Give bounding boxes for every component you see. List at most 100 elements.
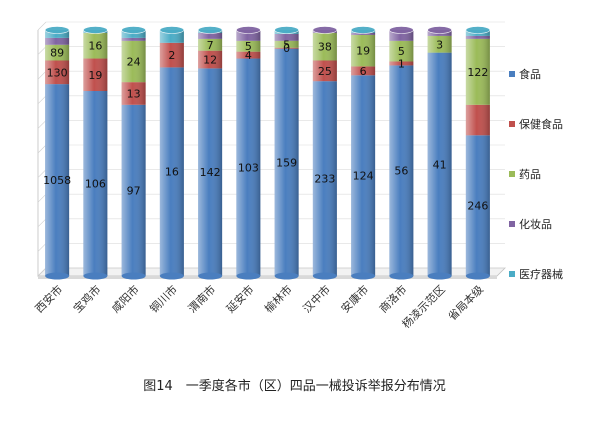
x-tick-label: 榆林市: [262, 282, 295, 315]
data-label: 246: [467, 200, 488, 213]
bar-cap: [121, 26, 146, 34]
bar-shade: [198, 68, 223, 276]
x-tick-label: 省局本级: [445, 282, 486, 323]
bar-base: [312, 272, 337, 280]
bar-base: [465, 272, 490, 280]
x-tick-label: 西安市: [32, 282, 65, 315]
bar-shade: [389, 61, 414, 66]
x-tick-label: 汉中市: [300, 282, 333, 315]
bar-shade: [159, 67, 184, 276]
data-label: 103: [238, 161, 259, 174]
data-label: 97: [127, 184, 141, 197]
bar-cap: [389, 26, 414, 34]
x-tick-label: 铜川市: [147, 282, 180, 315]
bar-stack-宝鸡市: 106 19 16: [83, 26, 108, 280]
legend-label: 化妆品: [519, 217, 552, 231]
data-label: 2: [168, 49, 175, 62]
x-tick-label: 宝鸡市: [70, 282, 103, 315]
bar-shade: [121, 37, 146, 41]
data-label: 159: [276, 156, 297, 169]
data-label: 12: [203, 54, 217, 67]
bar-shade: [121, 82, 146, 105]
data-label: 7: [207, 39, 214, 52]
gridline-tick: [37, 120, 47, 129]
bar-stack-汉中市: 233 25 38: [312, 26, 338, 280]
data-label: 16: [165, 166, 179, 179]
bars: 1058130891061916971324162142127103451590…: [43, 26, 491, 280]
bar-stack-铜川市: 16 2: [159, 26, 185, 280]
bar-shade: [465, 104, 490, 136]
bar-cap: [312, 26, 338, 34]
bar-shade: [274, 47, 299, 49]
bar-base: [274, 272, 299, 280]
bar-shade: [45, 37, 70, 45]
chart-caption: 图14 一季度各市（区）四品一械投诉举报分布情况: [143, 379, 446, 394]
bar-shade: [83, 32, 108, 59]
bar-shade: [351, 66, 376, 76]
data-label: 24: [127, 55, 141, 68]
bar-shade: [427, 35, 452, 53]
data-label: 6: [360, 65, 367, 78]
legend-label: 医疗器械: [519, 267, 563, 281]
bar-shade: [198, 50, 223, 69]
bar-shade: [198, 38, 223, 51]
data-label: 0: [283, 42, 290, 55]
bar-shade: [274, 40, 299, 48]
x-tick-label: 延安市: [223, 282, 256, 315]
gridline-tick: [37, 46, 47, 55]
bar-stack-安康市: 124 6 19: [350, 26, 376, 280]
bar-shade: [83, 58, 108, 92]
data-label: 3: [436, 38, 443, 51]
bar-base: [83, 272, 108, 280]
bar-shade: [45, 44, 70, 61]
bar-cap: [427, 26, 452, 34]
gridline-tick: [37, 21, 47, 31]
bar-shade: [312, 81, 337, 276]
legend-label: 保健食品: [519, 117, 563, 131]
bar-stack-咸阳市: 97 13 24: [121, 26, 146, 280]
bar-stack-商洛市: 56 15: [389, 26, 414, 280]
legend-label: 药品: [519, 168, 541, 181]
data-label: 19: [356, 45, 370, 58]
bar-cap: [197, 26, 223, 34]
bar-shade: [389, 30, 414, 41]
gridline-tick: [37, 218, 47, 228]
bar-shade: [465, 135, 490, 276]
data-label: 25: [318, 65, 332, 78]
gridline-tick: [37, 169, 47, 178]
data-label: 5: [283, 38, 290, 51]
bar-stack-榆林市: 159 05: [274, 26, 299, 280]
data-label: 38: [318, 41, 332, 54]
x-tick-label: 安康市: [338, 282, 371, 315]
bar-shade: [312, 32, 337, 61]
bar-shade: [274, 33, 299, 41]
x-tick-label: 咸阳市: [109, 282, 142, 315]
data-label: 19: [88, 69, 102, 82]
bar-shade: [236, 30, 261, 41]
bar-shade: [236, 51, 261, 59]
bar-shade: [236, 58, 261, 277]
bar-shade: [83, 91, 108, 277]
bar-shade: [312, 60, 337, 82]
data-label: 106: [85, 178, 106, 191]
x-tick-label: 商洛市: [376, 282, 409, 315]
bar-shade: [45, 84, 70, 277]
legend-swatch: [509, 121, 515, 127]
data-label: 4: [245, 49, 252, 62]
bar-shade: [351, 34, 376, 67]
data-label: 1: [398, 57, 405, 70]
bar-cap: [159, 26, 185, 34]
data-label: 124: [353, 170, 374, 183]
bar-shade: [351, 32, 376, 35]
bar-shade: [274, 48, 299, 276]
data-label: 233: [314, 173, 335, 186]
bar-shade: [121, 40, 146, 83]
bar-stack-杨凌示范区: 41 3: [427, 26, 452, 280]
data-label: 41: [433, 158, 447, 171]
bar-base: [45, 272, 70, 280]
x-tick-label: 渭南市: [185, 282, 218, 315]
bar-shade: [45, 60, 70, 85]
bar-shade: [427, 52, 452, 276]
